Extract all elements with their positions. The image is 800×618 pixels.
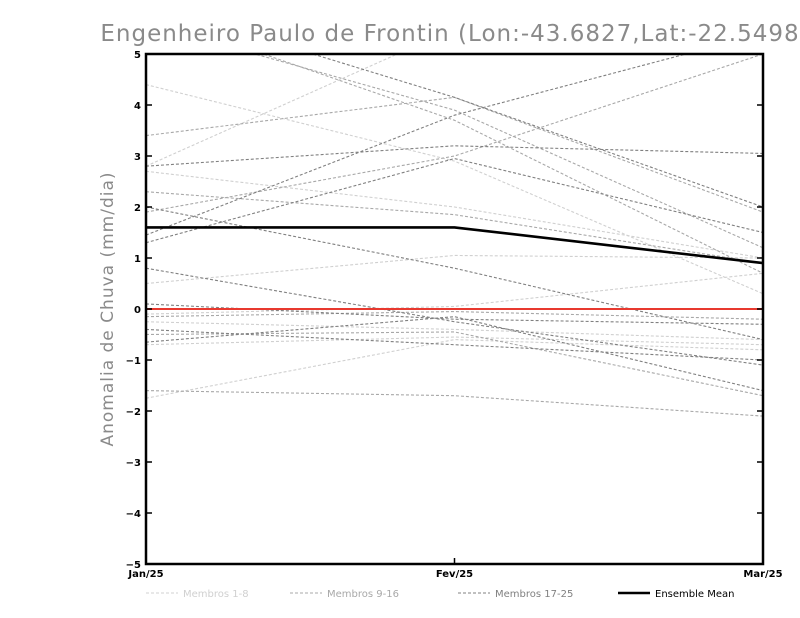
- member-series-line: [261, 54, 763, 274]
- y-tick-label: 4: [134, 101, 141, 112]
- member-series-line: [146, 170, 763, 259]
- x-axis-ticks: Jan/25 Fev/25 Mar/25: [127, 558, 783, 580]
- ensemble-mean-line: [146, 226, 763, 265]
- y-tick-label: −5: [126, 560, 141, 571]
- member-series-line: [146, 272, 763, 315]
- x-tick-label: Mar/25: [743, 569, 782, 580]
- legend: Membros 1-8 Membros 9-16 Membros 17-25 Ense…: [146, 589, 734, 600]
- member-series-line: [146, 54, 399, 167]
- series-layer: [146, 54, 763, 417]
- y-tick-label: 1: [134, 254, 141, 265]
- y-axis-ticks: −5 −4 −3 −2 −1 0 1 2 3 4 5: [126, 50, 763, 571]
- y-tick-label: −4: [126, 509, 141, 520]
- member-series-line: [146, 157, 763, 244]
- member-series-line: [146, 254, 763, 285]
- y-tick-label: −3: [126, 458, 141, 469]
- member-series-line: [146, 336, 763, 346]
- member-series-line: [146, 390, 763, 417]
- member-series-line: [252, 54, 763, 249]
- member-series-line: [146, 54, 689, 236]
- member-series-line: [146, 316, 763, 392]
- member-series-line: [146, 267, 763, 366]
- legend-label: Ensemble Mean: [655, 589, 734, 600]
- member-series-line: [146, 206, 763, 341]
- member-series-line: [310, 54, 763, 208]
- y-tick-label: −2: [126, 407, 141, 418]
- y-tick-label: 2: [134, 203, 141, 214]
- x-tick-label: Fev/25: [436, 569, 473, 580]
- member-series-line: [146, 303, 763, 325]
- member-series-line: [146, 145, 763, 167]
- y-tick-label: 5: [134, 50, 141, 61]
- y-tick-label: 3: [134, 152, 141, 163]
- legend-label: Membros 9-16: [327, 589, 399, 600]
- member-series-line: [146, 321, 763, 341]
- legend-label: Membros 1-8: [183, 589, 249, 600]
- legend-label: Membros 17-25: [495, 589, 573, 600]
- member-series-line: [146, 328, 763, 361]
- member-series-line: [146, 310, 763, 320]
- ensemble-mean-layer: [146, 226, 763, 265]
- member-series-line: [146, 96, 763, 213]
- y-tick-label: 0: [134, 305, 141, 316]
- y-tick-label: −1: [126, 356, 141, 367]
- y-axis-label: Anomalia de Chuva (mm/dia): [98, 171, 118, 446]
- x-tick-label: Jan/25: [127, 569, 163, 580]
- chart-title: Engenheiro Paulo de Frontin (Lon:-43.682…: [100, 21, 800, 47]
- member-series-line: [146, 331, 763, 397]
- member-series-line: [146, 54, 763, 213]
- member-series-line: [146, 191, 763, 264]
- member-series-line: [146, 84, 763, 295]
